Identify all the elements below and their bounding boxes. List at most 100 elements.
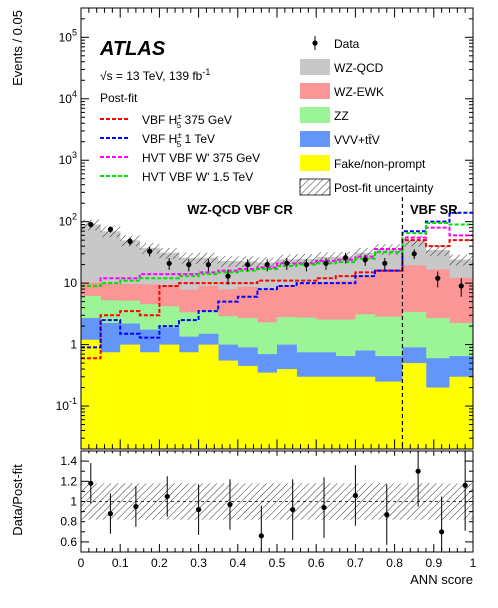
bar-fake [81,339,101,449]
ratio-y-axis-label: Data/Post-fit [10,464,25,536]
bar-fake [335,376,356,449]
energy-label-sup: -1 [202,67,210,77]
x-axis: 0 0.1 0.2 0.3 0.4 0.5 0.6 0.7 0.8 0.9 1 [78,8,477,570]
y-tick-label: 10 [64,276,78,290]
energy-label-main: √s = 13 TeV, 139 fb [100,69,203,83]
bar-fake [159,344,180,449]
x-tick-label: 0.9 [425,556,442,570]
y-tick-label: 105 [59,27,77,44]
legend-label: ZZ [334,109,349,123]
ratio-y-axis: 0.6 0.8 1 1.2 1.4 [60,454,473,549]
legend-label: WZ-EWK [334,85,384,99]
uncertainty-bin [198,252,219,264]
y-tick-label: 1 [70,338,77,352]
ratio-point [88,480,94,486]
data-point [186,262,192,268]
signal-curves [81,211,473,360]
data-point [323,260,329,266]
bar-fake [198,344,219,449]
data-point [264,262,270,268]
ratio-point [290,506,296,513]
ratio-point [164,493,170,500]
data-point [411,251,417,257]
x-tick-label: 1 [470,556,477,570]
uncertainty-bin [159,247,179,259]
y-axis-label: Events / 0.05 [10,10,25,86]
signal-curve-3 [81,222,473,287]
uncertainty-bin [218,256,238,267]
energy-label: √s = 13 TeV, 139 fb-1 [100,67,210,83]
uncertainty-bin [316,252,336,264]
signal-legend-label-0: VBF H± 5 375 GeV [142,112,232,130]
data-points [88,221,464,297]
ratio-y-tick-label: 0.8 [60,515,77,529]
data-point [343,255,349,261]
data-point [205,262,211,268]
legend-swatch-wzewk [300,83,330,99]
ratio-points [88,451,468,552]
bar-fake [375,381,403,449]
ratio-y-tick-label: 0.6 [60,535,77,549]
legend-data-marker [312,40,318,46]
ratio-point [352,492,358,499]
bar-fake [237,365,258,449]
bar-fake [316,376,337,449]
signal-curve-1 [81,211,473,349]
background-legend: Data WZ-QCD WZ-EWK ZZ VVV+tt̄V Fake/non-promp… [299,36,433,196]
x-tick-label: 0.1 [112,556,129,570]
bar-fake [402,363,427,449]
legend-swatch-wzqcd [300,59,330,75]
legend-swatch-vvv [300,131,330,147]
signal-legend-label-2: HVT VBF W' 375 GeV [142,151,260,165]
bar-fake [277,369,297,449]
atlas-label: ATLAS [99,38,166,60]
legend-label: Data [334,37,360,51]
x-tick-label: 0.7 [347,556,364,570]
data-point [88,221,94,228]
region-cr-label: WZ-QCD VBF CR [187,202,293,217]
x-tick-label: 0.8 [386,556,403,570]
data-point [362,257,368,263]
legend-swatch-zz [300,107,330,123]
bar-fake [257,372,278,449]
data-point [303,262,309,268]
ratio-point [107,511,113,517]
ratio-point [415,468,421,474]
ratio-band [81,483,473,520]
ratio-point [384,512,390,518]
stacked-backgrounds [81,224,473,449]
data-point [166,260,172,266]
data-point [127,238,133,244]
x-tick-label: 0.4 [229,556,246,570]
x-tick-label: 0.5 [269,556,286,570]
uncertainty-bin [449,254,473,266]
legend-label: VVV+tt̄V [334,133,380,147]
bar-fake [139,352,160,449]
x-tick-label: 0.3 [190,556,207,570]
bar-fake [120,344,141,449]
data-point [435,275,441,281]
uncertainty-bin [425,245,450,256]
ratio-point [133,503,139,510]
y-tick-label: 104 [59,89,77,106]
legend-label: Post-fit uncertainty [334,181,433,195]
data-point [382,260,388,266]
postfit-label: Post-fit [100,91,138,105]
uncertainty-bin [179,252,199,264]
bar-fake [296,376,317,449]
signal-legend-label-1: VBF H± 5 1 TeV [142,131,215,149]
bar-fake [179,352,199,449]
legend-swatch-fake [300,155,330,171]
data-point [107,226,113,232]
bar-fake [355,376,376,449]
data-point [245,262,251,268]
region-sr-label: VBF SR [410,202,458,217]
data-point [147,248,153,254]
ratio-y-tick-label: 1.4 [60,454,77,468]
bar-fake [100,352,121,449]
bar-fake [449,376,473,449]
y-tick-label: 10-1 [56,396,77,413]
ratio-point [462,482,468,488]
legend-label: Fake/non-prompt [334,157,426,171]
x-tick-label: 0.6 [308,556,325,570]
